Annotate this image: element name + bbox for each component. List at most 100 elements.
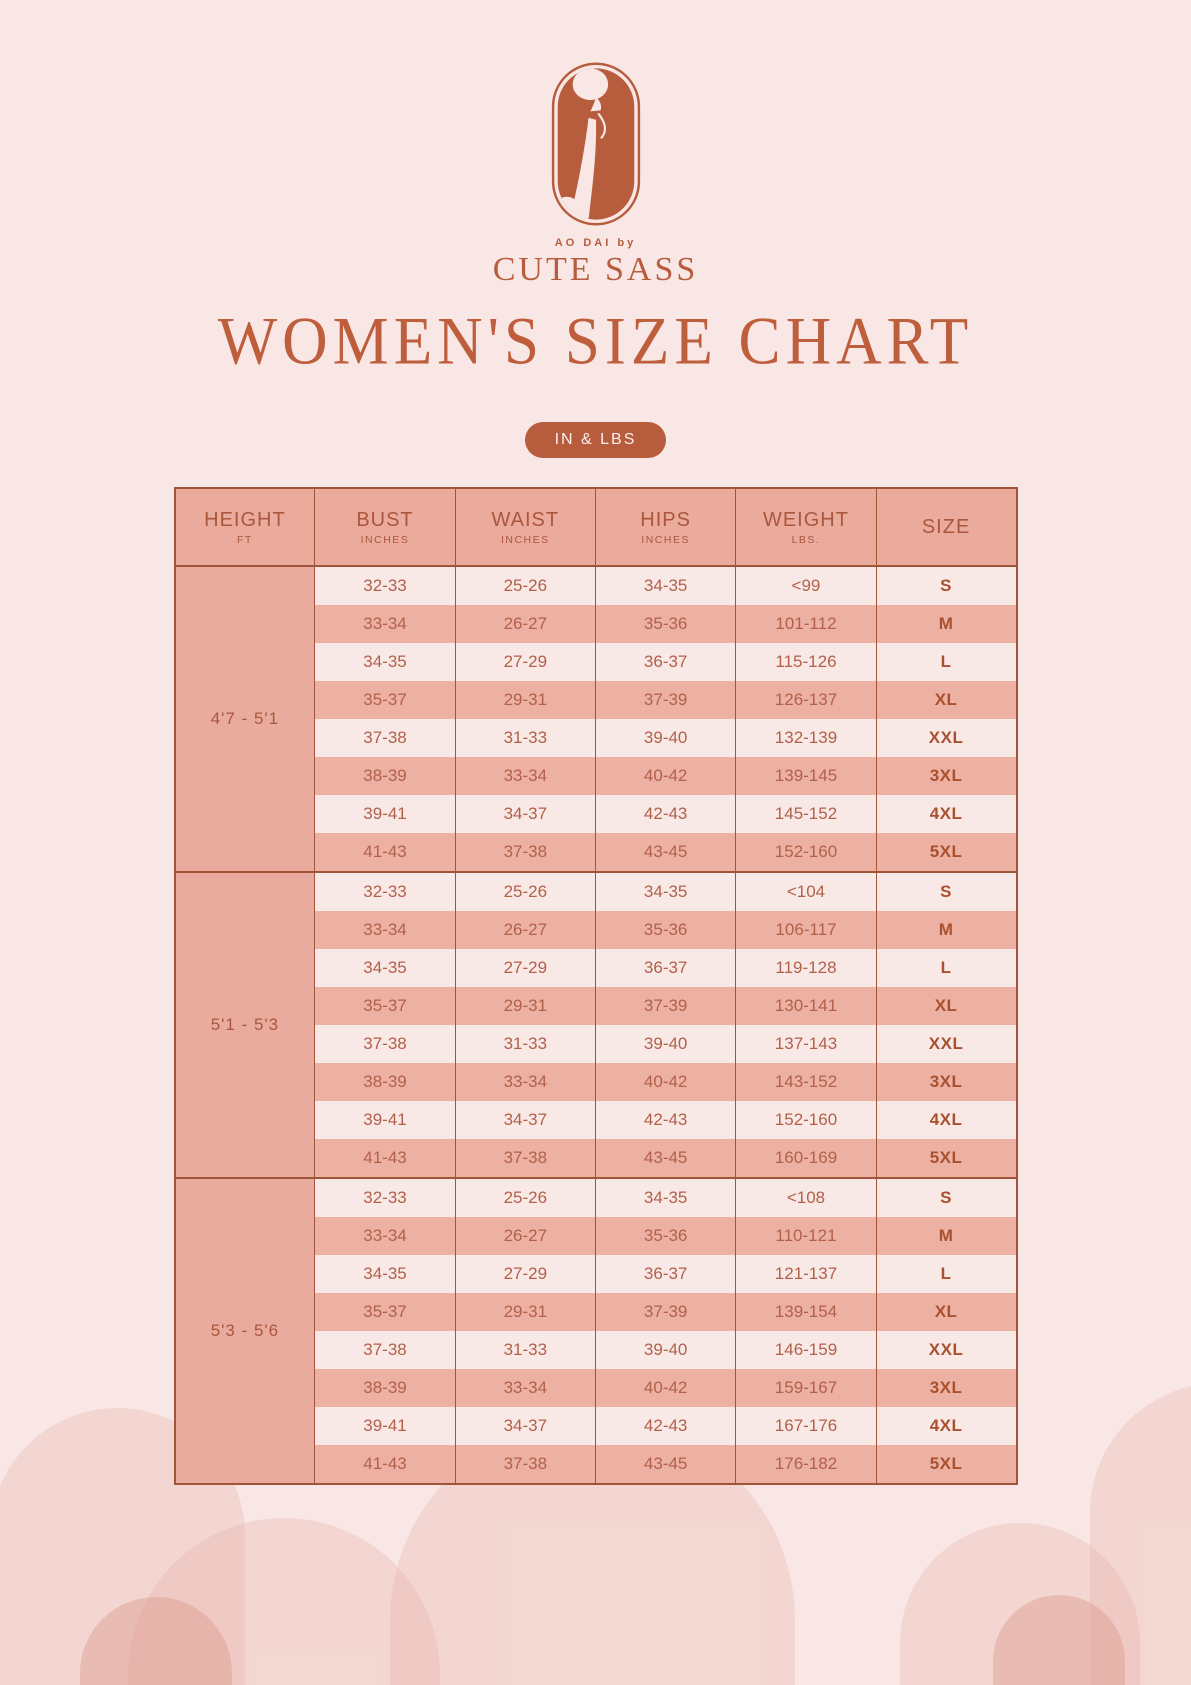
bust-cell: 35-37 (314, 681, 456, 720)
waist-cell: 25-26 (454, 1178, 596, 1218)
hips-cell: 34-35 (594, 872, 736, 912)
table-row: 33-34 26-27 35-36 101-112 M (175, 605, 1017, 644)
hips-cell: 43-45 (594, 1139, 736, 1179)
waist-cell: 37-38 (454, 833, 596, 873)
table-row: 35-37 29-31 37-39 139-154 XL (175, 1293, 1017, 1332)
table-row: 39-41 34-37 42-43 152-160 4XL (175, 1101, 1017, 1140)
table-row: 4'7 - 5'1 32-33 25-26 34-35 <99 S (174, 566, 1017, 873)
height-range-cell: 5'3 - 5'6 (174, 1178, 315, 1485)
waist-cell: 37-38 (454, 1139, 596, 1179)
bust-cell: 32-33 (314, 872, 456, 912)
table-row: 33-34 26-27 35-36 110-121 M (175, 1217, 1017, 1256)
size-cell: 5XL (875, 833, 1017, 873)
table-row: 34-35 27-29 36-37 119-128 L (175, 949, 1017, 988)
waist-cell: 34-37 (454, 795, 596, 834)
size-cell: 4XL (875, 795, 1017, 834)
brand-logo (549, 60, 643, 228)
hips-cell: 35-36 (594, 1217, 736, 1256)
bust-cell: 37-38 (314, 1331, 456, 1370)
size-cell: XXL (875, 719, 1017, 758)
height-group: 5'1 - 5'3 32-33 25-26 34-35 <104 S 33-34 26-27 3… (174, 872, 1017, 1179)
size-cell: 5XL (875, 1445, 1017, 1485)
weight-cell: 152-160 (735, 1101, 877, 1140)
weight-cell: 132-139 (735, 719, 877, 758)
weight-cell: <99 (735, 566, 877, 606)
table-header: HEIGHT FT BUST INCHES WAIST INCHES HIPS INCHES W… (174, 488, 1017, 567)
weight-cell: 126-137 (735, 681, 877, 720)
size-cell: L (875, 949, 1017, 988)
weight-cell: 139-154 (735, 1293, 877, 1332)
brand-name: CUTE SASS (492, 251, 699, 288)
waist-cell: 29-31 (454, 681, 596, 720)
size-cell: XL (875, 987, 1017, 1026)
bust-cell: 37-38 (314, 719, 456, 758)
column-header-size: SIZE (875, 488, 1017, 567)
size-cell: S (875, 566, 1017, 606)
table-row: 39-41 34-37 42-43 167-176 4XL (175, 1407, 1017, 1446)
table-row: 41-43 37-38 43-45 176-182 5XL (175, 1445, 1017, 1485)
table-row: 35-37 29-31 37-39 126-137 XL (175, 681, 1017, 720)
hips-cell: 40-42 (594, 757, 736, 796)
weight-cell: 167-176 (735, 1407, 877, 1446)
size-cell: 3XL (875, 757, 1017, 796)
size-chart-table: HEIGHT FT BUST INCHES WAIST INCHES HIPS INCHES W… (173, 487, 1018, 1486)
size-cell: M (875, 605, 1017, 644)
waist-cell: 34-37 (454, 1101, 596, 1140)
table-row: 5'1 - 5'3 32-33 25-26 34-35 <104 S (174, 872, 1017, 1179)
bust-cell: 39-41 (314, 795, 456, 834)
bust-cell: 33-34 (314, 605, 456, 644)
size-cell: M (875, 911, 1017, 950)
hips-cell: 36-37 (594, 1255, 736, 1294)
hips-cell: 36-37 (594, 643, 736, 682)
bust-cell: 38-39 (314, 1369, 456, 1408)
hips-cell: 39-40 (594, 1025, 736, 1064)
waist-cell: 26-27 (454, 1217, 596, 1256)
weight-cell: 146-159 (735, 1331, 877, 1370)
hips-cell: 34-35 (594, 566, 736, 606)
table-row: 39-41 34-37 42-43 145-152 4XL (175, 795, 1017, 834)
size-cell: 5XL (875, 1139, 1017, 1179)
bust-cell: 39-41 (314, 1407, 456, 1446)
hips-cell: 37-39 (594, 1293, 736, 1332)
hips-cell: 43-45 (594, 1445, 736, 1485)
hips-cell: 40-42 (594, 1063, 736, 1102)
hips-cell: 34-35 (594, 1178, 736, 1218)
table-header-row: HEIGHT FT BUST INCHES WAIST INCHES HIPS INCHES W… (174, 488, 1017, 567)
bust-cell: 35-37 (314, 1293, 456, 1332)
column-header-weight: WEIGHT LBS. (735, 488, 877, 567)
weight-cell: 130-141 (735, 987, 877, 1026)
hips-cell: 39-40 (594, 1331, 736, 1370)
size-cell: 3XL (875, 1063, 1017, 1102)
table-row: 38-39 33-34 40-42 139-145 3XL (175, 757, 1017, 796)
weight-cell: 137-143 (735, 1025, 877, 1064)
waist-cell: 37-38 (454, 1445, 596, 1485)
waist-cell: 31-33 (454, 1331, 596, 1370)
hips-cell: 42-43 (594, 1407, 736, 1446)
bust-cell: 34-35 (314, 949, 456, 988)
weight-cell: 145-152 (735, 795, 877, 834)
bust-cell: 32-33 (314, 1178, 456, 1218)
size-cell: 4XL (875, 1407, 1017, 1446)
bust-cell: 34-35 (314, 643, 456, 682)
weight-cell: 115-126 (735, 643, 877, 682)
column-header-hips: HIPS INCHES (594, 488, 736, 567)
hips-cell: 43-45 (594, 833, 736, 873)
height-range-cell: 4'7 - 5'1 (174, 566, 315, 873)
bust-cell: 38-39 (314, 757, 456, 796)
weight-cell: 106-117 (735, 911, 877, 950)
waist-cell: 33-34 (454, 757, 596, 796)
page-title: WOMEN'S SIZE CHART (217, 303, 974, 379)
weight-cell: <104 (735, 872, 877, 912)
table-row: 41-43 37-38 43-45 160-169 5XL (175, 1139, 1017, 1179)
waist-cell: 27-29 (454, 1255, 596, 1294)
weight-cell: 159-167 (735, 1369, 877, 1408)
bust-cell: 37-38 (314, 1025, 456, 1064)
waist-cell: 31-33 (454, 1025, 596, 1064)
size-cell: L (875, 1255, 1017, 1294)
bust-cell: 32-33 (314, 566, 456, 606)
size-cell: S (875, 1178, 1017, 1218)
table-row: 38-39 33-34 40-42 143-152 3XL (175, 1063, 1017, 1102)
waist-cell: 29-31 (454, 987, 596, 1026)
table-row: 37-38 31-33 39-40 146-159 XXL (175, 1331, 1017, 1370)
bust-cell: 35-37 (314, 987, 456, 1026)
